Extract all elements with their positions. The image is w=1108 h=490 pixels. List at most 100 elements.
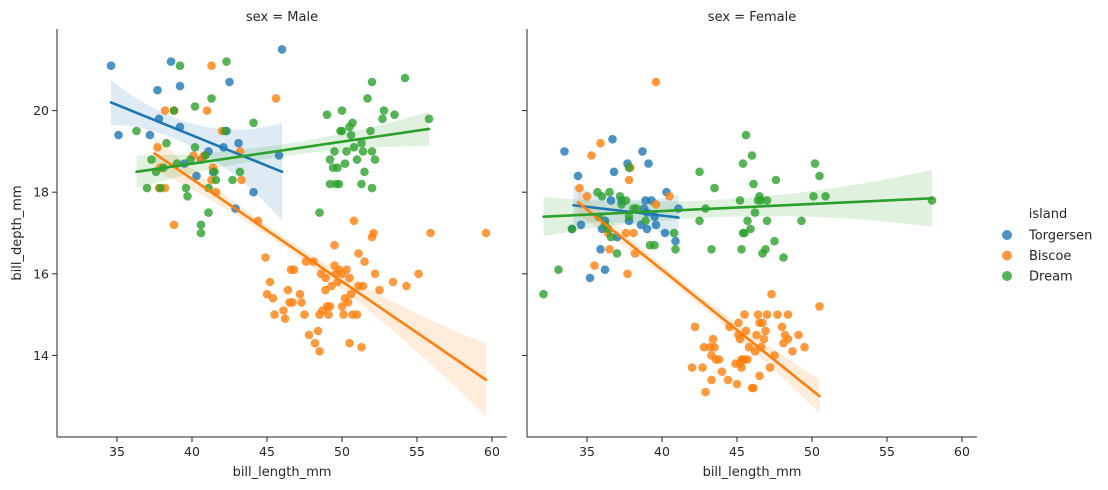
facet-panel-1: 35 40 45 50 55 60 14 16 18 20 sex = Male bill_lengt…	[33, 10, 507, 480]
data-point-biscoe	[426, 228, 435, 238]
confidence-band-biscoe	[578, 190, 820, 414]
data-point-dream	[357, 138, 366, 148]
data-point-dream	[650, 240, 659, 250]
data-point-biscoe	[354, 249, 363, 258]
data-point-dream	[624, 212, 634, 221]
data-point-biscoe	[794, 330, 803, 340]
data-point-biscoe	[414, 269, 423, 279]
data-point-biscoe	[324, 310, 333, 319]
data-point-biscoe	[345, 273, 354, 283]
data-point-biscoe	[788, 347, 797, 356]
x-axis-label: bill_length_mm	[703, 465, 802, 480]
data-point-biscoe	[731, 359, 740, 368]
data-point-biscoe	[315, 347, 324, 356]
data-point-torgersen	[585, 273, 595, 283]
regression-line-torgersen	[572, 203, 680, 219]
data-point-dream	[632, 204, 641, 213]
data-point-torgersen	[192, 171, 201, 181]
x-tick-label: 45	[729, 444, 745, 459]
data-point-biscoe	[590, 261, 599, 270]
data-point-biscoe	[765, 363, 775, 372]
data-point-biscoe	[755, 371, 764, 381]
data-point-dream	[196, 220, 206, 230]
data-point-dream	[196, 228, 206, 238]
regression-line-torgersen	[109, 101, 284, 174]
data-point-biscoe	[339, 310, 348, 319]
data-point-torgersen	[642, 224, 652, 234]
data-point-dream	[735, 196, 745, 205]
data-point-dream	[621, 196, 631, 205]
data-point-biscoe	[575, 183, 584, 193]
data-point-torgersen	[608, 134, 617, 144]
data-point-biscoe	[310, 338, 320, 348]
data-point-biscoe	[207, 61, 216, 70]
data-point-torgersen	[606, 196, 616, 205]
data-point-biscoe	[153, 143, 162, 152]
data-point-biscoe	[717, 367, 727, 377]
data-point-biscoe	[262, 289, 272, 299]
data-point-dream	[749, 179, 758, 189]
data-point-biscoe	[665, 192, 674, 201]
y-tick-label: 16	[33, 266, 49, 281]
y-tick-label: 20	[33, 103, 49, 118]
data-point-biscoe	[651, 77, 661, 87]
data-point-dream	[235, 167, 245, 177]
x-tick-label: 60	[484, 444, 500, 459]
data-point-dream	[337, 106, 347, 115]
data-point-torgersen	[671, 236, 680, 246]
data-point-dream	[190, 143, 200, 152]
regression-line-dream	[542, 197, 934, 218]
data-point-dream	[710, 183, 719, 193]
data-point-dream	[210, 167, 219, 177]
data-point-dream	[762, 196, 772, 205]
facet-title: sex = Male	[246, 10, 318, 25]
data-point-biscoe	[342, 265, 351, 275]
data-point-torgersen	[641, 196, 650, 205]
data-point-biscoe	[815, 302, 824, 311]
data-point-dream	[352, 155, 362, 164]
data-point-biscoe	[358, 281, 368, 291]
data-point-dream	[222, 57, 231, 66]
data-point-biscoe	[623, 269, 632, 279]
data-point-dream	[669, 228, 679, 238]
data-point-biscoe	[707, 375, 716, 385]
data-point-biscoe	[357, 342, 366, 352]
data-point-dream	[357, 179, 366, 189]
data-point-biscoe	[783, 334, 793, 344]
data-point-torgersen	[609, 167, 619, 177]
data-point-biscoe	[740, 310, 749, 319]
data-point-dream	[162, 138, 171, 148]
data-point-torgersen	[145, 130, 155, 140]
data-point-dream	[358, 147, 368, 156]
data-point-dream	[325, 179, 335, 189]
data-point-biscoe	[289, 265, 299, 275]
data-point-dream	[249, 118, 258, 128]
data-point-biscoe	[800, 342, 809, 352]
data-point-dream	[331, 179, 341, 189]
data-point-dream	[204, 208, 213, 217]
data-point-dream	[315, 208, 324, 217]
data-point-torgersen	[249, 187, 258, 197]
data-point-dream	[671, 245, 680, 254]
data-point-biscoe	[587, 151, 596, 160]
x-tick-label: 60	[954, 444, 970, 459]
data-point-biscoe	[783, 310, 793, 319]
data-point-torgersen	[114, 130, 123, 140]
x-tick-label: 40	[184, 444, 200, 459]
data-point-biscoe	[582, 192, 592, 201]
data-point-biscoe	[699, 342, 709, 352]
data-point-biscoe	[624, 175, 634, 185]
data-point-biscoe	[265, 277, 275, 287]
data-point-torgersen	[274, 151, 284, 160]
data-point-torgersen	[660, 228, 670, 238]
data-point-dream	[809, 192, 818, 201]
x-tick-label: 35	[109, 444, 125, 459]
data-point-biscoe	[752, 330, 761, 340]
data-point-biscoe	[753, 310, 763, 319]
data-point-biscoe	[268, 294, 278, 303]
data-point-biscoe	[749, 383, 758, 393]
data-point-dream	[612, 249, 622, 258]
data-point-biscoe	[261, 253, 270, 262]
data-point-dream	[147, 155, 156, 164]
